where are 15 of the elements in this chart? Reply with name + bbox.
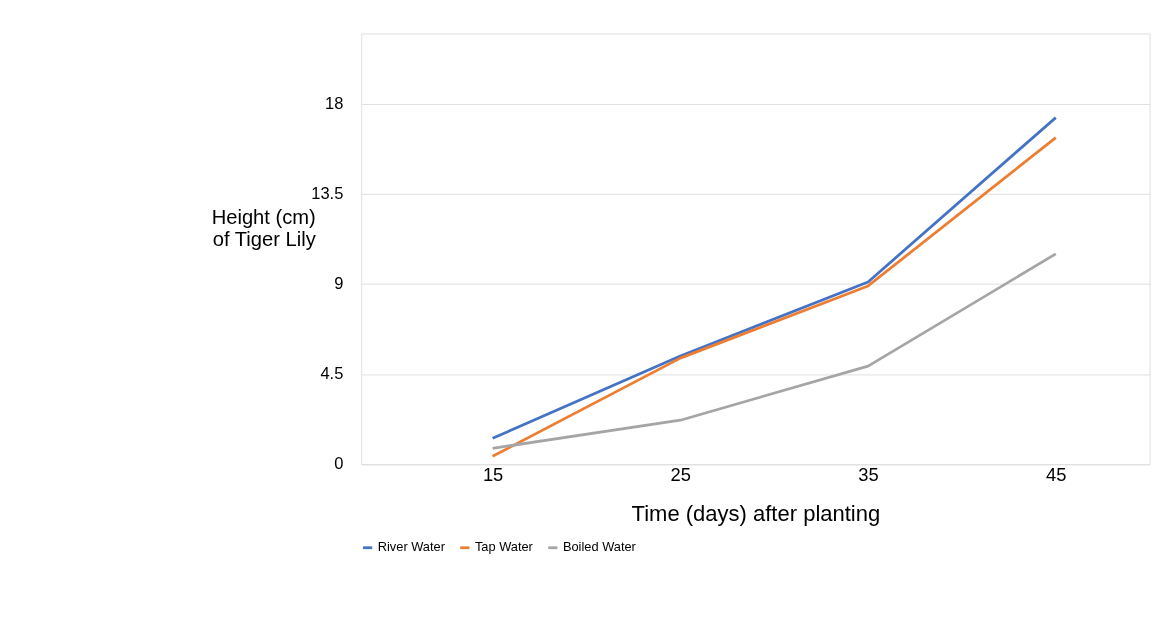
y-tick-label: 4.5: [320, 364, 344, 383]
legend-label: Tap Water: [474, 539, 534, 555]
x-tick-label: 35: [858, 464, 879, 486]
y-tick-label: 18: [324, 93, 344, 112]
x-tick-label: 25: [670, 464, 691, 486]
legend-label: Boiled Water: [562, 539, 637, 555]
y-tick-label: 9: [334, 273, 344, 292]
x-axis-title: Time (days) after planting: [631, 500, 881, 526]
x-tick-label: 45: [1046, 464, 1067, 486]
legend-label: River Water: [377, 539, 446, 555]
y-axis-title: Height (cm) of Tiger Lily: [211, 205, 317, 250]
y-tick-label: 13.5: [311, 183, 344, 202]
line-series: [491, 252, 1058, 450]
x-tick-label: 15: [482, 464, 504, 486]
y-tick-label: 0: [334, 454, 344, 473]
